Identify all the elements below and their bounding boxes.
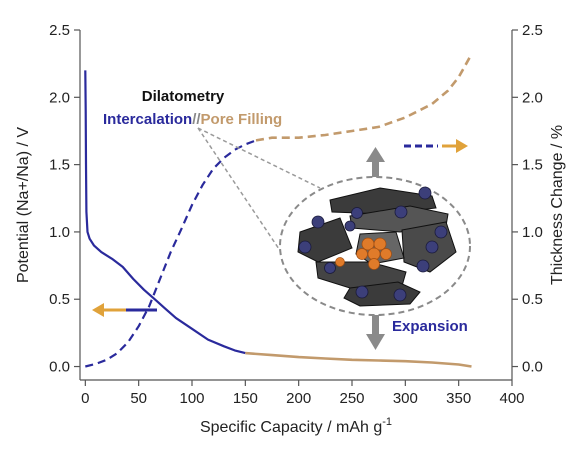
pointer-line-lower xyxy=(197,127,286,259)
axes xyxy=(79,30,513,381)
x-axis-label-main: Specific Capacity / mAh g xyxy=(200,419,382,436)
x-tick-label: 400 xyxy=(499,390,524,407)
y-left-tick-label: 2.5 xyxy=(49,22,70,39)
annotation-intercalation-pore-filling: Intercalation//Pore Filling xyxy=(103,111,282,128)
ticks: 0 50 100 150 200 250 300 350 400 0.0 0.5 1.0 1.5 2.0 2… xyxy=(49,22,543,407)
x-tick-label: 300 xyxy=(393,390,418,407)
y-right-tick-label: 0.0 xyxy=(522,359,543,376)
left-arrow-head xyxy=(92,303,104,317)
intercalation-label: Intercalation xyxy=(103,111,192,128)
annotation-dilatometry: Dilatometry xyxy=(142,88,225,105)
pointer-line-upper xyxy=(197,127,321,189)
separator-label: // xyxy=(192,111,201,128)
x-tick-label: 0 xyxy=(81,390,89,407)
y-right-tick-label: 0.5 xyxy=(522,291,543,308)
curves xyxy=(84,53,473,368)
x-axis-label-superscript: -1 xyxy=(382,416,392,428)
expansion-arrow-down xyxy=(366,314,385,350)
series-right-intercalation-line xyxy=(85,139,257,368)
left-axis-arrow xyxy=(92,303,157,317)
y-left-tick-label: 1.0 xyxy=(49,224,70,241)
sodium-spheres-blue xyxy=(298,186,448,302)
y-right-tick-label: 2.0 xyxy=(522,89,543,106)
x-tick-label: 200 xyxy=(286,390,311,407)
y-right-tick-label: 2.5 xyxy=(522,22,543,39)
annotation-expansion: Expansion xyxy=(392,318,468,335)
series-right-pore-filling-line xyxy=(255,53,473,142)
sodium-cluster-orange xyxy=(335,237,392,270)
x-axis-label: Specific Capacity / mAh g-1 xyxy=(200,416,392,436)
y-left-tick-label: 1.5 xyxy=(49,157,70,174)
y-axis-left-label: Potential (Na+/Na) / V xyxy=(15,127,32,283)
x-tick-label: 150 xyxy=(233,390,258,407)
y-right-tick-label: 1.0 xyxy=(522,224,543,241)
x-tick-label: 50 xyxy=(130,390,147,407)
right-arrow-head xyxy=(456,139,468,153)
pore-filling-label: Pore Filling xyxy=(201,111,283,128)
x-tick-label: 250 xyxy=(339,390,364,407)
y-left-tick-label: 2.0 xyxy=(49,89,70,106)
inset-illustration xyxy=(279,176,471,316)
x-tick-label: 100 xyxy=(179,390,204,407)
y-left-tick-label: 0.5 xyxy=(49,291,70,308)
series-left-pore-filling-line xyxy=(245,351,472,368)
y-right-tick-label: 1.5 xyxy=(522,157,543,174)
series-left-intercalation-line xyxy=(84,70,246,355)
y-axis-right-label: Thickness Change / % xyxy=(549,125,566,285)
expansion-arrow-up xyxy=(366,147,385,178)
x-tick-label: 350 xyxy=(446,390,471,407)
y-left-tick-label: 0.0 xyxy=(49,359,70,376)
right-axis-arrow xyxy=(404,139,468,153)
